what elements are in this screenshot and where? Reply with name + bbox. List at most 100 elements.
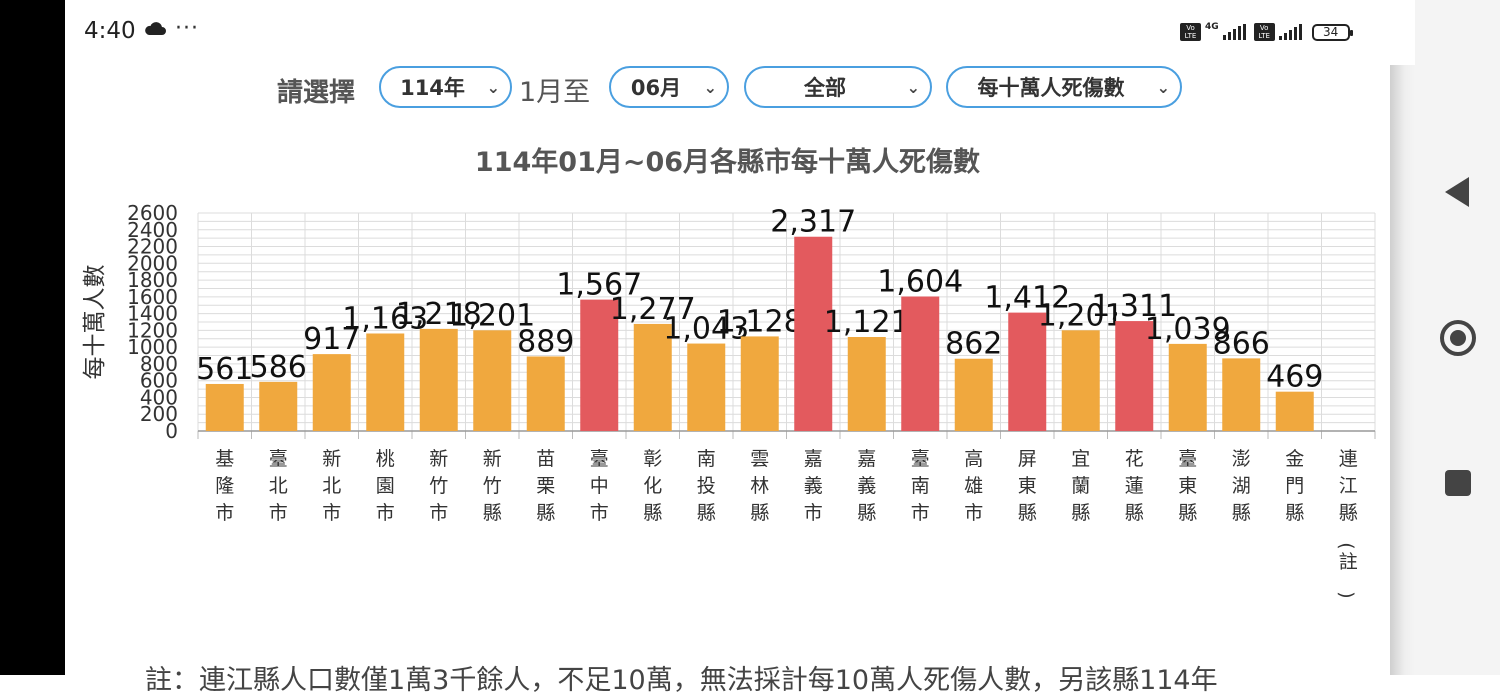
bar xyxy=(205,383,244,431)
metric-select-value: 每十萬人死傷數 xyxy=(977,76,1125,100)
bar xyxy=(633,323,672,431)
system-status-icons: Vo LTE 4G Vo LTE 34 xyxy=(1180,20,1353,44)
bar xyxy=(687,343,726,431)
y-tick-label: 600 xyxy=(140,369,178,393)
bar xyxy=(580,299,619,431)
x-tick-label-char: 縣 xyxy=(1339,502,1358,524)
data-label: 2,317 xyxy=(770,205,856,240)
x-tick-label-char: 市 xyxy=(215,502,234,524)
home-icon[interactable] xyxy=(1440,320,1476,356)
data-label: 1,218 xyxy=(396,297,482,332)
month-select[interactable]: 06月 ⌄ xyxy=(609,66,729,108)
x-tick-label-char: 高 xyxy=(964,448,983,470)
y-tick-label: 2200 xyxy=(127,235,178,259)
signal-strength-icon-2 xyxy=(1278,24,1302,40)
y-tick-label: 1400 xyxy=(127,302,178,326)
x-tick-label-char: 市 xyxy=(964,502,983,524)
bar xyxy=(740,336,779,431)
y-tick-label: 2400 xyxy=(127,218,178,242)
x-tick-label-char: 縣 xyxy=(643,502,662,524)
year-select[interactable]: 114年 ⌄ xyxy=(379,66,512,108)
x-tick-label-char: 湖 xyxy=(1232,475,1251,497)
bar xyxy=(1061,330,1100,431)
chevron-down-icon: ⌄ xyxy=(703,78,717,97)
y-tick-label: 1800 xyxy=(127,268,178,292)
bar xyxy=(794,236,833,431)
bar xyxy=(419,328,458,431)
chevron-down-icon: ⌄ xyxy=(1156,78,1170,97)
y-tick-label: 800 xyxy=(140,352,178,376)
x-tick-label-char: 嘉 xyxy=(804,448,823,470)
y-tick-label: 1200 xyxy=(127,318,178,342)
x-tick-label-char: 隆 xyxy=(215,475,234,497)
x-tick-label-char: 竹 xyxy=(483,475,502,497)
x-tick-label-char: 林 xyxy=(750,475,769,497)
month-select-value: 06月 xyxy=(630,76,682,100)
region-select[interactable]: 全部 ⌄ xyxy=(744,66,932,108)
x-tick-label-char: 市 xyxy=(269,502,288,524)
x-tick-label-char: 屏 xyxy=(1018,448,1037,470)
bar-chart: 0200400600800100012001400160018002000220… xyxy=(127,201,1376,599)
bar xyxy=(1008,312,1047,431)
bar xyxy=(954,358,993,431)
filter-label: 請選擇 xyxy=(277,78,356,108)
data-label: 1,604 xyxy=(877,265,963,300)
x-tick-label-char: 嘉 xyxy=(857,448,876,470)
data-label: 561 xyxy=(196,352,253,387)
x-tick-label-char: 投 xyxy=(697,475,716,497)
x-tick-label-char: 門 xyxy=(1285,475,1304,497)
x-tick-label-char: 連 xyxy=(1339,448,1358,470)
x-tick-label-char: 雄 xyxy=(964,475,983,497)
data-label: 1,277 xyxy=(610,292,696,327)
region-select-value: 全部 xyxy=(804,76,846,100)
y-tick-label: 200 xyxy=(140,402,178,426)
x-tick-label-char: 縣 xyxy=(1071,502,1090,524)
back-icon[interactable] xyxy=(1445,177,1469,207)
data-label: 1,201 xyxy=(449,298,535,333)
data-label: 1,567 xyxy=(556,268,642,303)
x-tick-label-char: 苗 xyxy=(536,448,555,470)
x-tick-label-char: 北 xyxy=(322,475,341,497)
data-label: 1,128 xyxy=(717,304,803,339)
x-tick-label-char: 中 xyxy=(590,475,609,497)
recent-apps-icon[interactable] xyxy=(1445,470,1471,496)
x-tick-label-char: 金 xyxy=(1285,448,1304,470)
x-tick-label-char: 栗 xyxy=(536,475,555,497)
x-tick-label-char: 竹 xyxy=(429,475,448,497)
cloud-icon xyxy=(145,22,166,35)
x-tick-label-char: 南 xyxy=(697,448,716,470)
x-tick-label-char: 蘭 xyxy=(1071,475,1090,497)
data-label: 1,039 xyxy=(1145,312,1231,347)
x-tick-label-char: ( xyxy=(1335,542,1357,549)
data-label: 1,163 xyxy=(342,301,428,336)
x-tick-label-char: 新 xyxy=(483,448,502,470)
data-label: 1,311 xyxy=(1091,289,1177,324)
chart-title: 114年01月~06月各縣市每十萬人死傷數 xyxy=(474,147,981,178)
x-tick-label-char: 義 xyxy=(857,475,876,497)
network-type-label: 4G xyxy=(1205,22,1219,32)
x-tick-label-char: 市 xyxy=(911,502,930,524)
x-tick-label-char: 新 xyxy=(429,448,448,470)
bar xyxy=(847,337,886,431)
x-tick-label-char: 北 xyxy=(269,475,288,497)
x-tick-label-char: 縣 xyxy=(750,502,769,524)
x-tick-label-char: 花 xyxy=(1125,448,1144,470)
range-text: 1月至 xyxy=(519,77,591,108)
metric-select[interactable]: 每十萬人死傷數 ⌄ xyxy=(946,66,1182,108)
x-tick-label-char: 基 xyxy=(215,448,234,470)
y-tick-label: 2600 xyxy=(127,201,178,225)
footnote: 註：連江縣人口數僅1萬3千餘人，不足10萬，無法採計每10萬人死傷人數，另該縣1… xyxy=(145,665,1218,696)
bar xyxy=(1222,358,1261,431)
x-tick-label-char: 縣 xyxy=(857,502,876,524)
x-tick-label-char: 縣 xyxy=(1232,502,1251,524)
x-tick-label-char: 縣 xyxy=(1125,502,1144,524)
bar xyxy=(526,356,565,431)
battery-icon: 34 xyxy=(1311,23,1353,41)
clock: 4:40 xyxy=(84,18,136,44)
y-tick-label: 0 xyxy=(165,419,178,443)
bar xyxy=(901,296,940,431)
bar xyxy=(259,381,298,431)
volte-icon-2: Vo LTE xyxy=(1253,23,1275,41)
chevron-down-icon: ⌄ xyxy=(486,78,500,97)
y-tick-label: 1600 xyxy=(127,285,178,309)
